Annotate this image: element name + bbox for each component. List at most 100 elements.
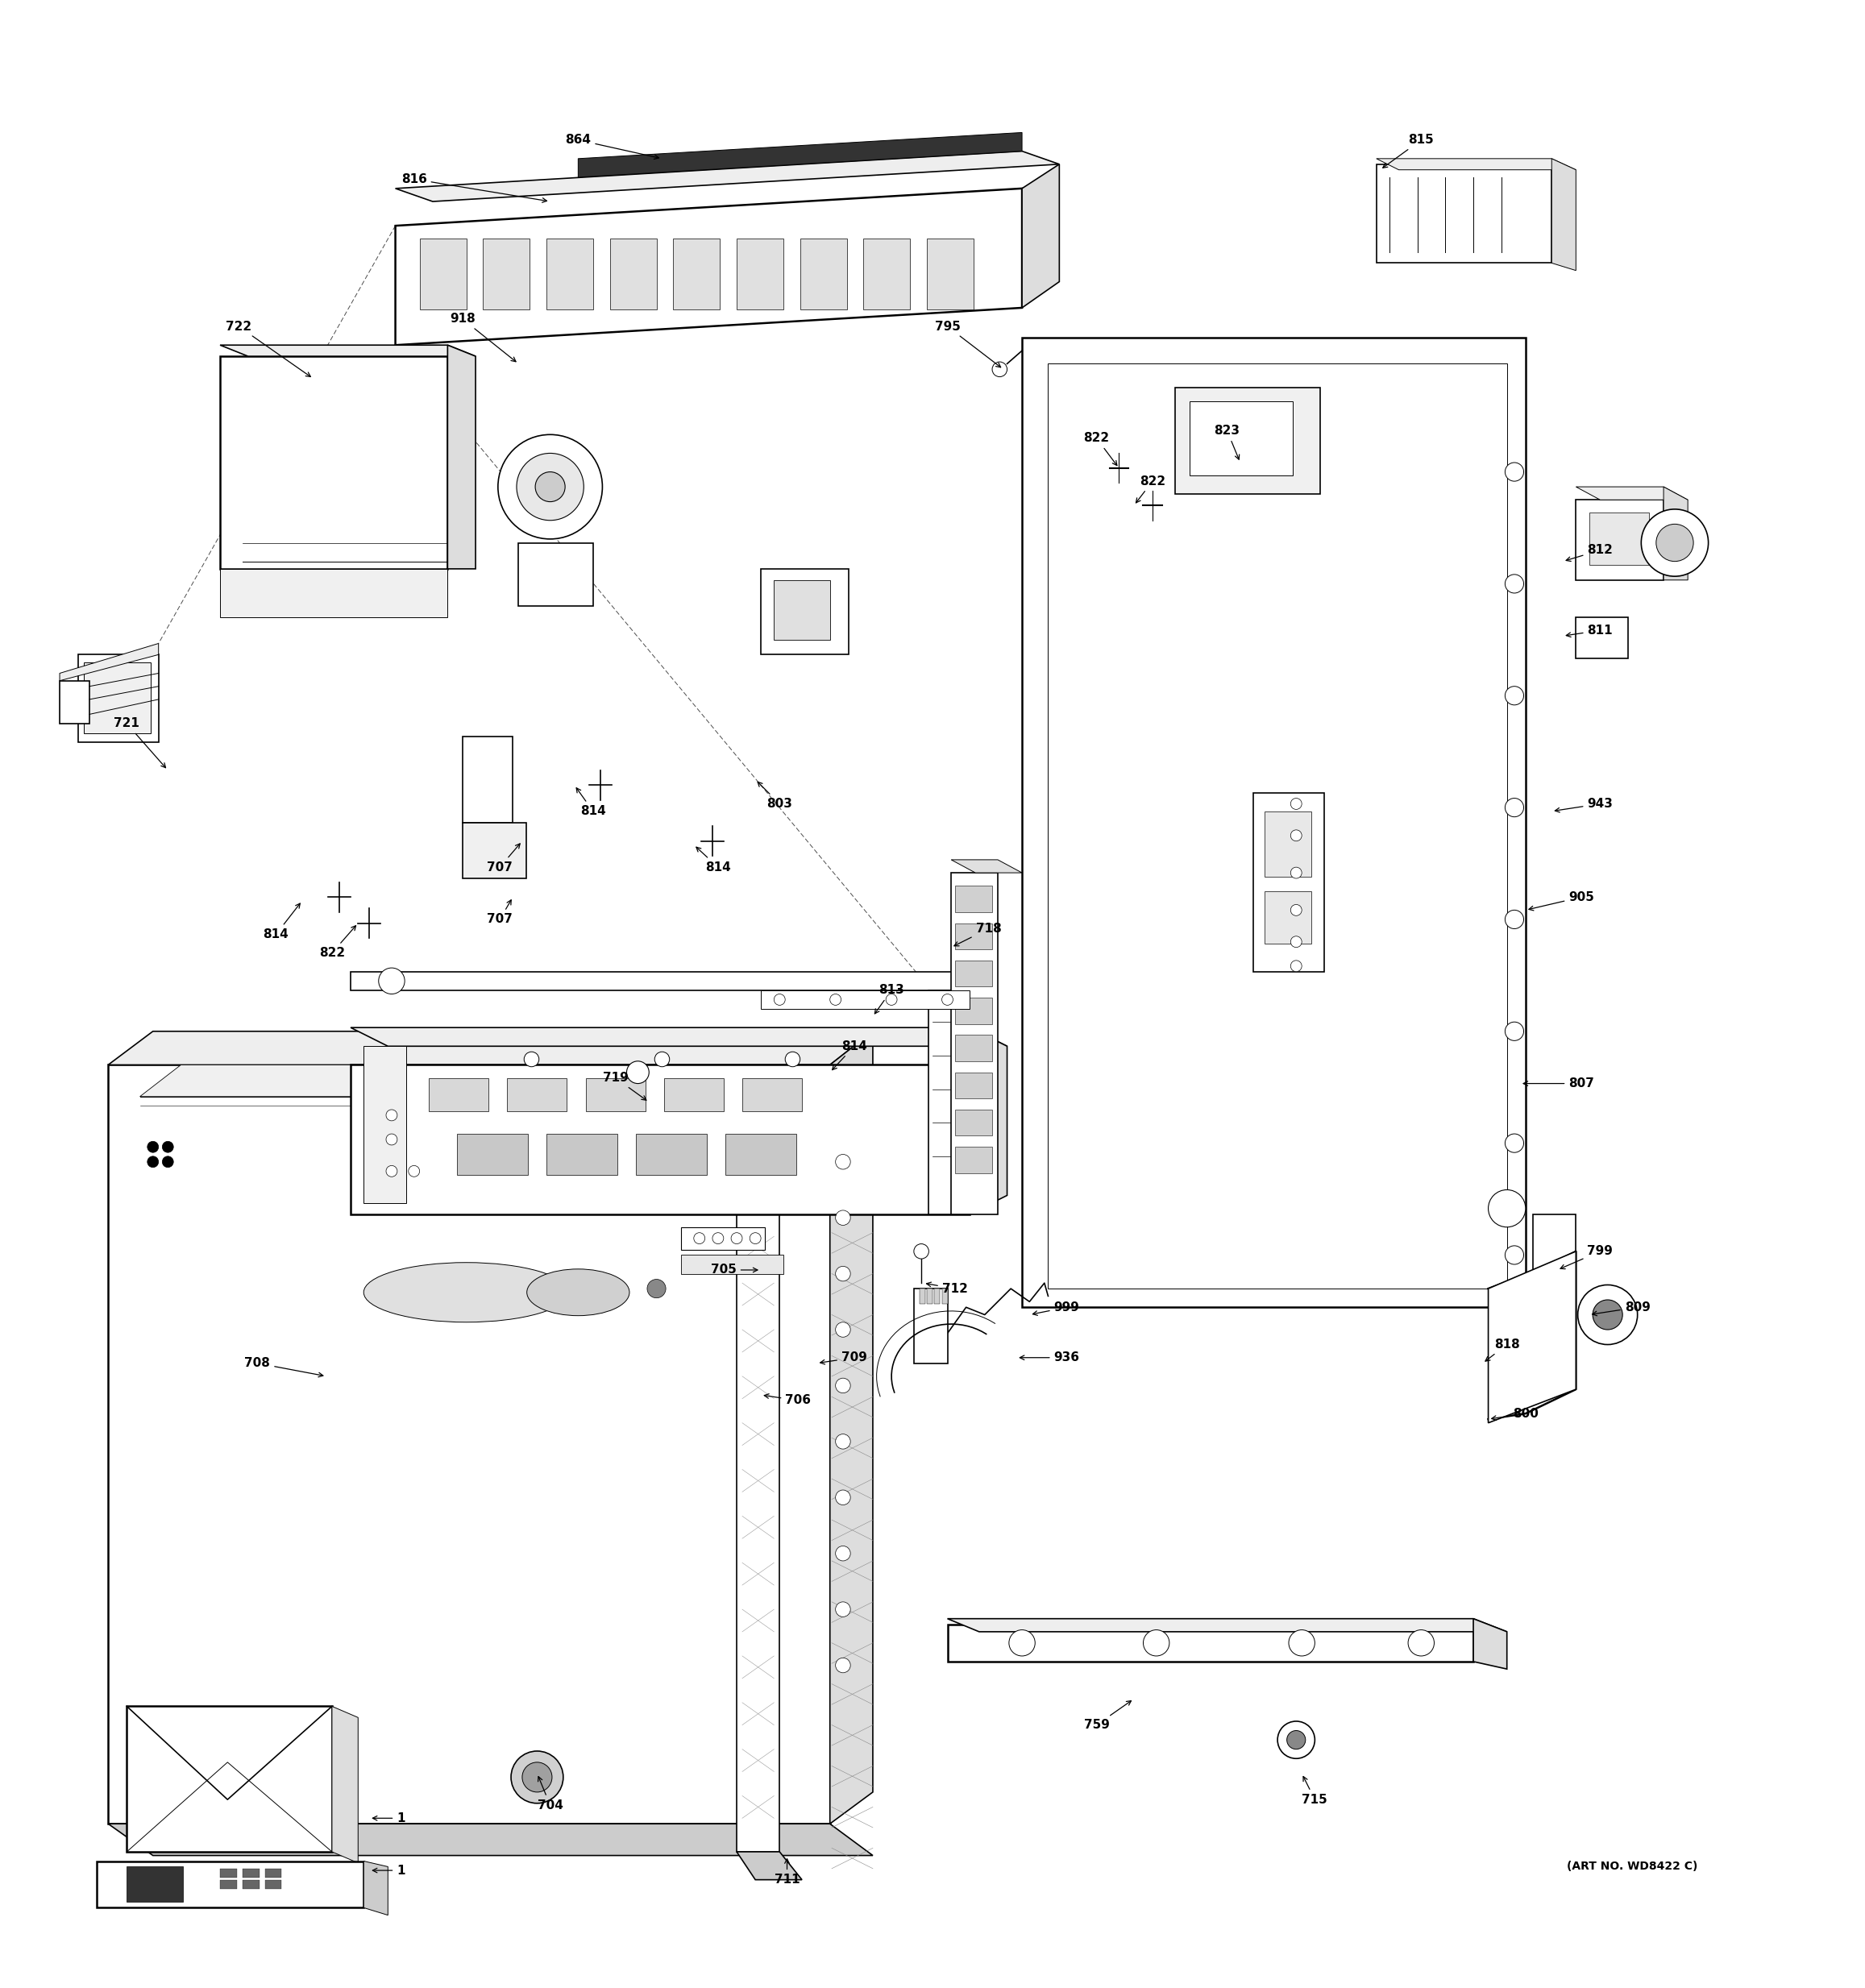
Circle shape bbox=[1578, 1284, 1637, 1344]
Text: 707: 707 bbox=[487, 843, 520, 873]
Text: 800: 800 bbox=[1492, 1408, 1539, 1419]
Polygon shape bbox=[951, 873, 998, 1215]
Circle shape bbox=[712, 1233, 724, 1244]
Circle shape bbox=[1641, 509, 1708, 577]
Bar bbox=[546, 1133, 617, 1175]
Circle shape bbox=[1291, 936, 1302, 948]
Bar bbox=[955, 998, 992, 1024]
Circle shape bbox=[785, 1052, 800, 1068]
Circle shape bbox=[836, 1378, 850, 1394]
Bar bbox=[955, 922, 992, 948]
Polygon shape bbox=[1552, 159, 1576, 270]
Circle shape bbox=[647, 1280, 666, 1298]
Polygon shape bbox=[140, 1066, 862, 1097]
Polygon shape bbox=[947, 1618, 1507, 1632]
Text: 795: 795 bbox=[934, 320, 1002, 368]
Circle shape bbox=[1505, 463, 1524, 481]
Text: 822: 822 bbox=[319, 926, 356, 958]
Circle shape bbox=[386, 1165, 397, 1177]
Text: 814: 814 bbox=[576, 787, 606, 817]
Circle shape bbox=[836, 1155, 850, 1169]
Circle shape bbox=[511, 1751, 563, 1803]
Bar bbox=[927, 239, 974, 310]
Polygon shape bbox=[1576, 487, 1688, 499]
Bar bbox=[457, 1133, 528, 1175]
Polygon shape bbox=[108, 1823, 873, 1855]
Polygon shape bbox=[364, 1861, 388, 1914]
Circle shape bbox=[1291, 960, 1302, 972]
Polygon shape bbox=[1376, 159, 1576, 169]
Text: 718: 718 bbox=[955, 922, 1002, 946]
Text: 813: 813 bbox=[875, 984, 905, 1014]
Polygon shape bbox=[1175, 388, 1320, 495]
Circle shape bbox=[1505, 1133, 1524, 1153]
Polygon shape bbox=[351, 972, 970, 990]
Bar bbox=[1190, 402, 1292, 475]
Bar bbox=[265, 1869, 282, 1879]
Circle shape bbox=[1505, 799, 1524, 817]
Circle shape bbox=[1143, 1630, 1169, 1656]
Bar bbox=[242, 1881, 259, 1889]
Circle shape bbox=[836, 1658, 850, 1672]
Ellipse shape bbox=[364, 1262, 569, 1322]
Polygon shape bbox=[395, 151, 1059, 201]
Circle shape bbox=[1505, 575, 1524, 592]
Text: 816: 816 bbox=[401, 173, 546, 203]
Circle shape bbox=[1505, 1246, 1524, 1264]
Polygon shape bbox=[364, 1046, 407, 1203]
Text: 709: 709 bbox=[821, 1352, 867, 1364]
Circle shape bbox=[1505, 686, 1524, 706]
Bar bbox=[242, 1869, 259, 1879]
Circle shape bbox=[836, 1602, 850, 1616]
Bar bbox=[483, 239, 530, 310]
Polygon shape bbox=[1473, 1618, 1507, 1670]
Text: 943: 943 bbox=[1555, 797, 1613, 813]
Polygon shape bbox=[463, 738, 513, 823]
Text: 864: 864 bbox=[565, 133, 658, 159]
Text: 803: 803 bbox=[757, 781, 793, 809]
Bar bbox=[1576, 618, 1628, 658]
Polygon shape bbox=[220, 356, 448, 569]
Polygon shape bbox=[351, 1028, 1007, 1046]
Text: 823: 823 bbox=[1214, 425, 1240, 459]
Polygon shape bbox=[737, 1070, 780, 1851]
Circle shape bbox=[836, 1211, 850, 1225]
Bar bbox=[429, 1077, 489, 1111]
Polygon shape bbox=[1048, 364, 1507, 1288]
Bar bbox=[774, 580, 830, 640]
Bar bbox=[1589, 513, 1649, 565]
Bar bbox=[725, 1133, 796, 1175]
Text: (ART NO. WD8422 C): (ART NO. WD8422 C) bbox=[1567, 1861, 1697, 1873]
Bar bbox=[1264, 891, 1311, 944]
Bar bbox=[934, 1288, 940, 1304]
Polygon shape bbox=[761, 990, 970, 1010]
Polygon shape bbox=[1664, 487, 1688, 580]
Bar bbox=[220, 1881, 237, 1889]
Circle shape bbox=[836, 1322, 850, 1338]
Bar bbox=[955, 1147, 992, 1173]
Bar bbox=[673, 239, 720, 310]
Polygon shape bbox=[947, 1624, 1473, 1662]
Text: 936: 936 bbox=[1020, 1352, 1080, 1364]
Text: 814: 814 bbox=[832, 1040, 867, 1070]
Text: 1: 1 bbox=[373, 1865, 405, 1877]
Text: 722: 722 bbox=[226, 320, 311, 376]
Bar bbox=[636, 1133, 707, 1175]
Circle shape bbox=[694, 1233, 705, 1244]
Circle shape bbox=[1505, 1022, 1524, 1040]
Bar bbox=[546, 239, 593, 310]
Text: 711: 711 bbox=[774, 1859, 800, 1887]
Circle shape bbox=[386, 1109, 397, 1121]
Circle shape bbox=[162, 1141, 173, 1153]
Text: 905: 905 bbox=[1529, 891, 1595, 911]
Polygon shape bbox=[929, 990, 970, 1215]
Circle shape bbox=[1488, 1189, 1526, 1227]
Polygon shape bbox=[220, 569, 448, 618]
Bar bbox=[586, 1077, 645, 1111]
Bar bbox=[863, 239, 910, 310]
Text: 815: 815 bbox=[1382, 133, 1434, 167]
Polygon shape bbox=[1488, 1250, 1576, 1423]
Bar bbox=[955, 1109, 992, 1135]
Text: 799: 799 bbox=[1561, 1244, 1613, 1268]
Bar bbox=[955, 1072, 992, 1099]
